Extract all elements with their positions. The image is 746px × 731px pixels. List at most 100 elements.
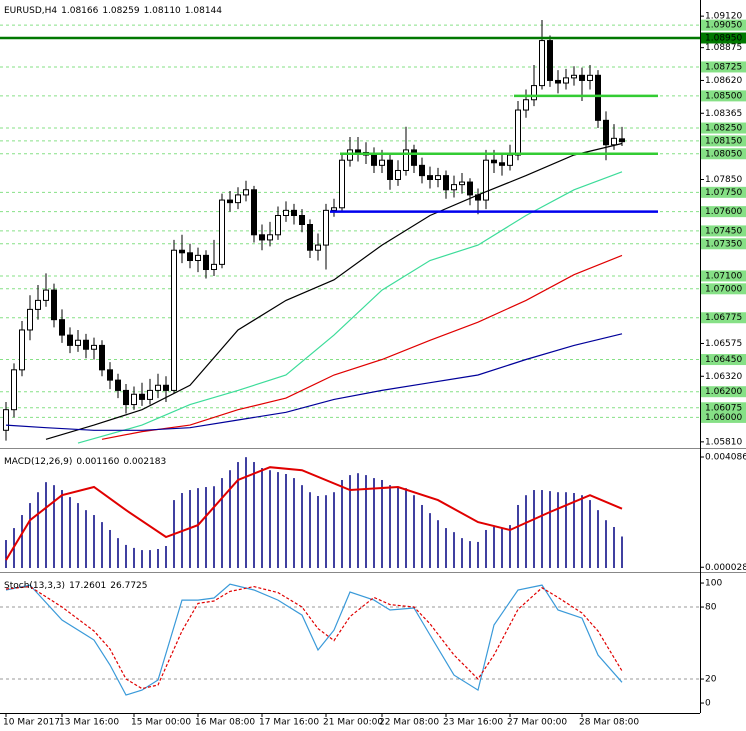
- candle-body: [451, 184, 457, 191]
- x-tick-label: 21 Mar 00:00: [323, 718, 383, 728]
- candle-body: [187, 252, 193, 262]
- level-label-box: [701, 90, 746, 102]
- level-label: 1.08050: [705, 149, 742, 159]
- indicator-line: [5, 466, 623, 561]
- x-tick-label: 13 Mar 16:00: [59, 718, 119, 728]
- candle-body: [275, 214, 281, 236]
- candle-body: [35, 299, 41, 310]
- pane-title-value: 1.08259: [102, 6, 139, 16]
- level-label-box: [701, 238, 746, 250]
- x-tick-label: 23 Mar 16:00: [443, 718, 503, 728]
- candle-body: [523, 99, 529, 111]
- candle-body: [283, 209, 289, 216]
- candle-body: [51, 289, 57, 321]
- candle-body: [11, 369, 17, 411]
- level-label-box: [701, 186, 746, 198]
- candle-body: [331, 207, 337, 211]
- candle-body: [251, 189, 257, 236]
- x-tick-label: 10 Mar 2017: [3, 718, 60, 728]
- indicator-line: [45, 142, 623, 440]
- candle-body: [539, 40, 545, 87]
- candle-body: [91, 344, 97, 350]
- x-tick-label: 15 Mar 00:00: [131, 718, 191, 728]
- candle-body: [123, 389, 129, 406]
- candle-body: [115, 379, 121, 391]
- level-label: 1.06775: [705, 313, 742, 323]
- x-tick-label: 22 Mar 08:00: [379, 718, 439, 728]
- y-tick-label: 1.06575: [705, 339, 742, 349]
- candle-body: [483, 159, 489, 201]
- candle-body: [235, 194, 241, 204]
- level-label: 1.07100: [705, 271, 742, 281]
- level-label: 1.07000: [705, 284, 742, 294]
- level-label-box: [701, 32, 746, 44]
- candle-body: [339, 159, 345, 209]
- level-label-box: [701, 312, 746, 324]
- level-label-box: [701, 270, 746, 282]
- candle-body: [99, 344, 105, 371]
- candle-body: [403, 149, 409, 171]
- candle-body: [435, 175, 441, 180]
- level-label: 1.06000: [705, 413, 742, 423]
- candle-body: [571, 74, 577, 79]
- level-label: 1.06200: [705, 387, 742, 397]
- candle-body: [227, 199, 233, 204]
- x-tick-label: 17 Mar 16:00: [259, 718, 319, 728]
- level-label-box: [701, 19, 746, 31]
- candle-body: [171, 249, 177, 391]
- indicator-line: [101, 254, 623, 440]
- pane-title-value: 26.7725: [110, 581, 147, 591]
- candle-body: [323, 209, 329, 246]
- candle-body: [467, 181, 473, 196]
- level-label: 1.07450: [705, 226, 742, 236]
- pane: [0, 583, 700, 696]
- candle-body: [147, 389, 153, 400]
- level-label-box: [701, 225, 746, 237]
- candle-body: [595, 74, 601, 121]
- candle-body: [315, 244, 321, 251]
- candle-body: [555, 79, 561, 84]
- candle-body: [203, 254, 209, 271]
- pane-title-name: MACD(12,26,9): [4, 457, 72, 467]
- x-tick-label: 16 Mar 08:00: [195, 718, 255, 728]
- level-label-box: [701, 411, 746, 423]
- candle-body: [347, 149, 353, 161]
- indicator-line: [5, 585, 623, 690]
- y-tick-label: 1.08365: [705, 109, 742, 119]
- level-label-box: [701, 148, 746, 160]
- indicator-line: [5, 583, 623, 696]
- candle-body: [19, 329, 25, 371]
- level-label: 1.08950: [705, 34, 742, 44]
- candle-body: [179, 249, 185, 254]
- pane: [5, 457, 623, 569]
- y-tick-label: 1.08620: [705, 76, 742, 86]
- candle-body: [299, 214, 305, 226]
- pane-title-value: 0.002183: [123, 457, 166, 467]
- candle-body: [419, 164, 425, 177]
- y-tick-label: 1.08875: [705, 43, 742, 53]
- level-label: 1.08500: [705, 91, 742, 101]
- y-tick-label: 0: [705, 699, 711, 709]
- y-tick-label: 0.004086: [705, 452, 746, 462]
- candle-body: [491, 159, 497, 164]
- x-tick-label: 27 Mar 00:00: [507, 718, 567, 728]
- level-label: 1.07350: [705, 239, 742, 249]
- candle-body: [195, 254, 201, 262]
- pane-title-value: 0.001160: [76, 457, 119, 467]
- y-tick-label: 1.09120: [705, 12, 742, 22]
- candle-body: [259, 234, 265, 241]
- candle-body: [155, 384, 161, 391]
- candle-body: [387, 159, 393, 180]
- pane-title-value: 1.08144: [185, 6, 222, 16]
- level-label-box: [701, 206, 746, 218]
- y-tick-label: 1.05810: [705, 437, 742, 447]
- pane-title: EURUSD,H4 1.08166 1.08259 1.08110 1.08144: [4, 6, 222, 16]
- level-label: 1.08250: [705, 124, 742, 134]
- y-tick-label: 1.06320: [705, 372, 742, 382]
- y-tick-label: 100: [705, 579, 722, 589]
- candle-body: [579, 74, 585, 81]
- candle-body: [411, 149, 417, 166]
- candle-body: [243, 189, 249, 196]
- candle-body: [443, 175, 449, 191]
